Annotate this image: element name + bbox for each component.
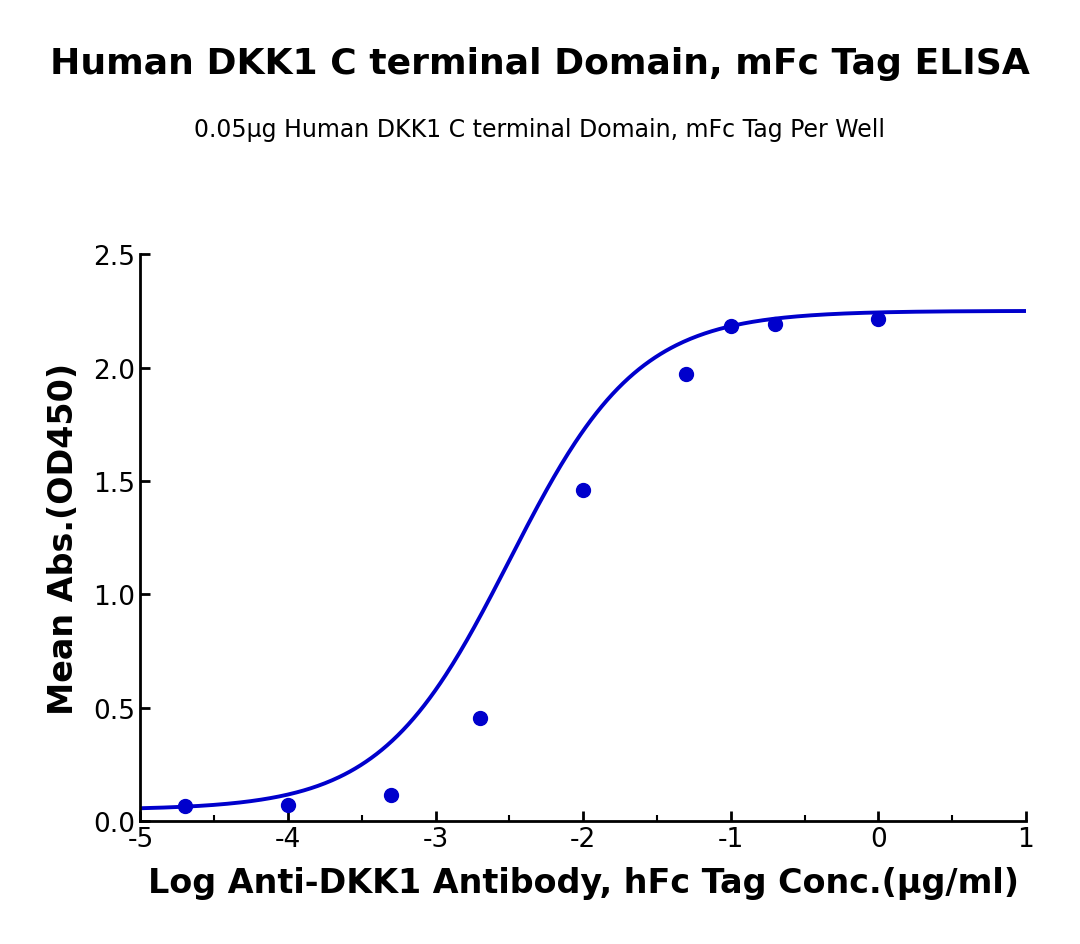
X-axis label: Log Anti-DKK1 Antibody, hFc Tag Conc.(μg/ml): Log Anti-DKK1 Antibody, hFc Tag Conc.(μg… <box>148 866 1018 899</box>
Text: 0.05μg Human DKK1 C terminal Domain, mFc Tag Per Well: 0.05μg Human DKK1 C terminal Domain, mFc… <box>194 118 886 142</box>
Text: Human DKK1 C terminal Domain, mFc Tag ELISA: Human DKK1 C terminal Domain, mFc Tag EL… <box>50 47 1030 81</box>
Y-axis label: Mean Abs.(OD450): Mean Abs.(OD450) <box>46 362 80 714</box>
